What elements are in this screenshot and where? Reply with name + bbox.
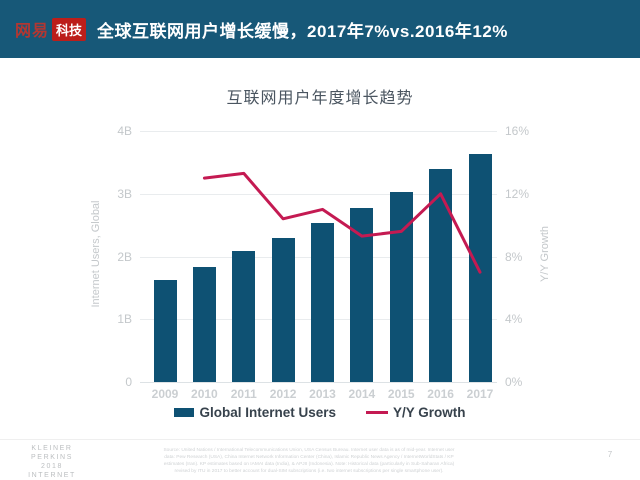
right-tick-label: 12% xyxy=(505,186,530,201)
x-axis-label: 2013 xyxy=(309,387,336,401)
right-tick-label: 8% xyxy=(505,249,523,264)
legend-label-bars: Global Internet Users xyxy=(199,405,337,420)
bar-2012 xyxy=(271,237,295,382)
x-axis-label: 2009 xyxy=(151,387,179,401)
right-tick-label: 16% xyxy=(505,124,530,138)
bar-2015 xyxy=(389,191,413,382)
brand-line-1: KLEINER PERKINS xyxy=(31,445,73,461)
left-tick-label: 3B xyxy=(117,186,132,201)
netease-tech-logo[interactable]: 网易 科技 xyxy=(15,17,87,41)
bar-2017 xyxy=(468,154,492,382)
right-tick-label: 4% xyxy=(505,312,523,327)
legend-item-bars: Global Internet Users xyxy=(174,405,336,420)
footer-divider xyxy=(0,439,640,440)
bar-2014 xyxy=(350,208,374,382)
left-tick-label: 2B xyxy=(117,249,132,264)
x-axis-label: 2017 xyxy=(466,387,494,401)
x-axis-label: 2016 xyxy=(427,387,454,401)
brand-line-2: 2018 xyxy=(41,463,63,470)
left-tick-label: 1B xyxy=(117,312,132,327)
brand-line-3: INTERNET TRENDS xyxy=(28,472,76,479)
bar-2011 xyxy=(232,251,256,382)
netease-logo-text: 网易 xyxy=(15,23,50,40)
x-axis-label: 2014 xyxy=(348,387,376,401)
kleiner-perkins-brand: KLEINER PERKINS 2018 INTERNET TRENDS xyxy=(12,444,92,480)
gridline xyxy=(140,131,497,132)
x-axis-label: 2011 xyxy=(230,387,257,401)
right-tick-label: 0% xyxy=(505,375,523,389)
x-axis-label: 2012 xyxy=(269,387,297,401)
x-axis-label: 2015 xyxy=(387,387,415,401)
bar-2010 xyxy=(192,266,216,382)
article-title: 全球互联网用户增长缓慢，2017年7%vs.2016年12% xyxy=(97,21,508,41)
gridline xyxy=(140,193,497,195)
plot-area xyxy=(140,131,497,383)
line-series-swatch-icon xyxy=(366,411,389,414)
page-number: 7 xyxy=(607,450,613,459)
gridline xyxy=(140,382,497,383)
legend-label-line: Y/Y Growth xyxy=(393,405,466,420)
bar-2016 xyxy=(429,168,453,382)
left-tick-label: 0 xyxy=(125,375,132,389)
left-tick-label: 4B xyxy=(117,124,132,138)
bar-2013 xyxy=(311,223,334,382)
bar-series-swatch-icon xyxy=(174,408,195,417)
legend-item-line: Y/Y Growth xyxy=(366,405,466,420)
growth-line xyxy=(202,171,482,274)
x-axis-label: 2010 xyxy=(191,387,218,401)
chart-legend: Global Internet Users Y/Y Growth xyxy=(0,405,640,420)
bar-2009 xyxy=(153,279,177,382)
tech-logo-badge: 科技 xyxy=(52,17,87,41)
header-banner: 网易 科技 全球互联网用户增长缓慢，2017年7%vs.2016年12% xyxy=(0,0,640,58)
chart-title: 互联网用户年度增长趋势 xyxy=(226,90,414,107)
source-note: Source: United Nations / International T… xyxy=(163,448,455,474)
